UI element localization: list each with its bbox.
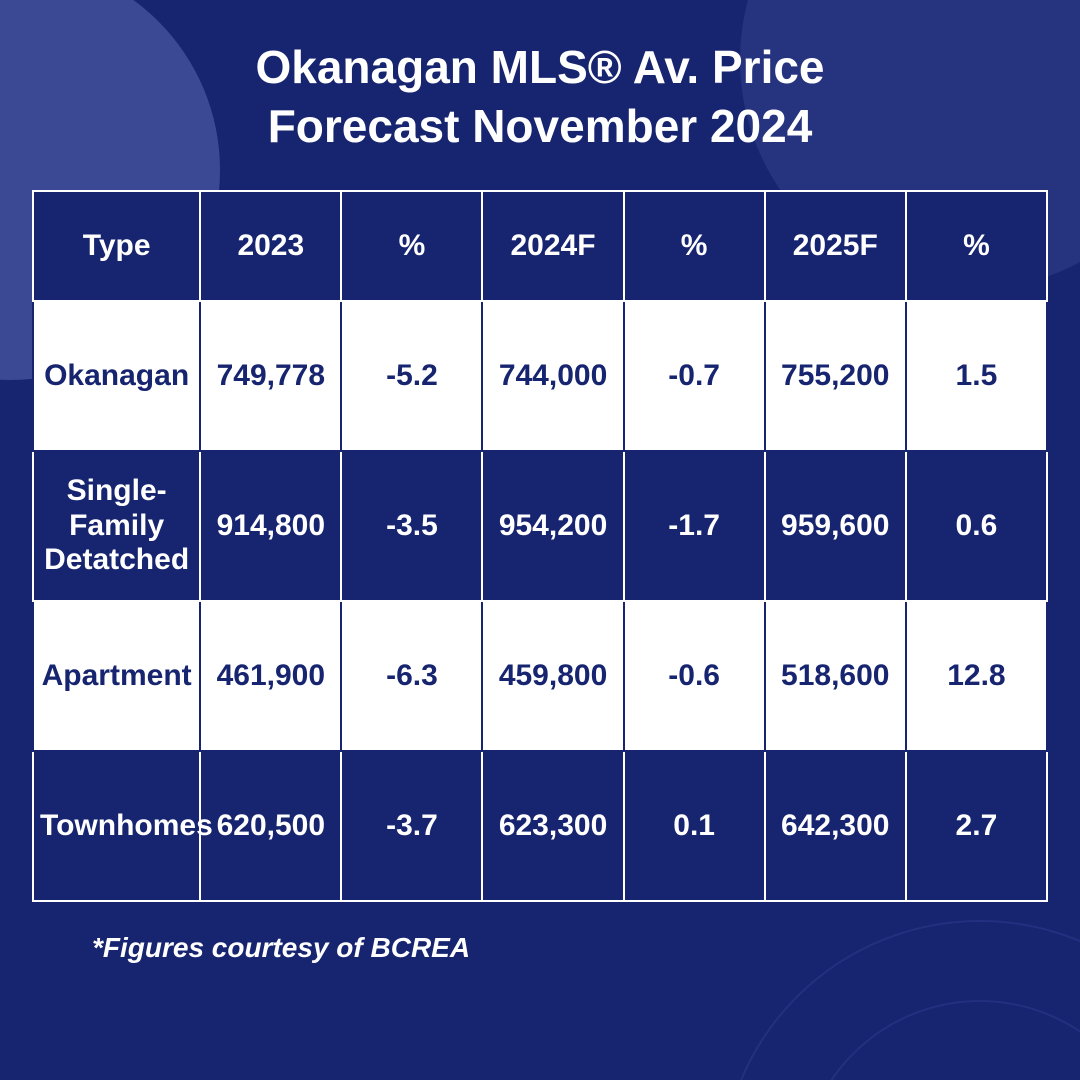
table-row: Okanagan 749,778 -5.2 744,000 -0.7 755,2…	[33, 301, 1047, 451]
table-row: Apartment 461,900 -6.3 459,800 -0.6 518,…	[33, 601, 1047, 751]
cell-type: Townhomes	[33, 751, 200, 901]
table-header-row: Type 2023 % 2024F % 2025F %	[33, 191, 1047, 301]
cell-pct-1: -3.5	[341, 451, 482, 601]
col-header-pct-1: %	[341, 191, 482, 301]
cell-pct-1: -5.2	[341, 301, 482, 451]
cell-pct-2: -1.7	[624, 451, 765, 601]
table-row: Townhomes 620,500 -3.7 623,300 0.1 642,3…	[33, 751, 1047, 901]
cell-type: Apartment	[33, 601, 200, 751]
cell-pct-2: -0.6	[624, 601, 765, 751]
col-header-pct-3: %	[906, 191, 1047, 301]
cell-type: Single-Family Detatched	[33, 451, 200, 601]
cell-2024f: 744,000	[482, 301, 623, 451]
cell-pct-1: -6.3	[341, 601, 482, 751]
footnote: *Figures courtesy of BCREA	[92, 932, 1048, 964]
col-header-2024f: 2024F	[482, 191, 623, 301]
title-line-2: Forecast November 2024	[268, 100, 813, 152]
cell-pct-2: -0.7	[624, 301, 765, 451]
cell-pct-3: 12.8	[906, 601, 1047, 751]
cell-2025f: 642,300	[765, 751, 906, 901]
col-header-pct-2: %	[624, 191, 765, 301]
col-header-type: Type	[33, 191, 200, 301]
title-line-1: Okanagan MLS® Av. Price	[255, 41, 824, 93]
cell-2025f: 959,600	[765, 451, 906, 601]
page-title: Okanagan MLS® Av. Price Forecast Novembe…	[32, 38, 1048, 156]
cell-2023: 461,900	[200, 601, 341, 751]
cell-pct-3: 0.6	[906, 451, 1047, 601]
cell-2024f: 459,800	[482, 601, 623, 751]
cell-2023: 749,778	[200, 301, 341, 451]
cell-type: Okanagan	[33, 301, 200, 451]
col-header-2023: 2023	[200, 191, 341, 301]
table-row: Single-Family Detatched 914,800 -3.5 954…	[33, 451, 1047, 601]
forecast-table: Type 2023 % 2024F % 2025F % Okanagan 749…	[32, 190, 1048, 902]
col-header-2025f: 2025F	[765, 191, 906, 301]
cell-pct-3: 1.5	[906, 301, 1047, 451]
content-container: Okanagan MLS® Av. Price Forecast Novembe…	[0, 0, 1080, 1080]
cell-2025f: 518,600	[765, 601, 906, 751]
cell-2024f: 623,300	[482, 751, 623, 901]
cell-pct-3: 2.7	[906, 751, 1047, 901]
cell-pct-2: 0.1	[624, 751, 765, 901]
cell-pct-1: -3.7	[341, 751, 482, 901]
cell-2025f: 755,200	[765, 301, 906, 451]
cell-2024f: 954,200	[482, 451, 623, 601]
cell-2023: 620,500	[200, 751, 341, 901]
cell-2023: 914,800	[200, 451, 341, 601]
